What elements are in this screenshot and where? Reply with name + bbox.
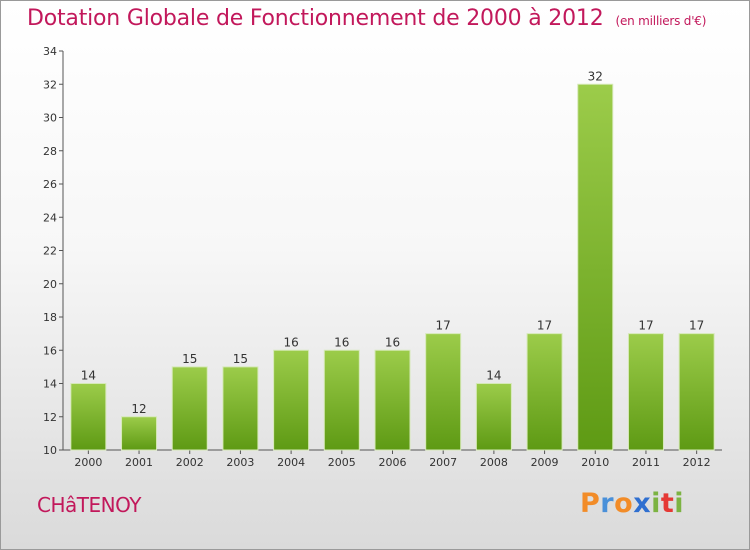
x-tick-label: 2003 bbox=[226, 456, 254, 469]
x-tick-label: 2002 bbox=[176, 456, 204, 469]
x-tick-label: 2011 bbox=[632, 456, 660, 469]
chart-title: Dotation Globale de Fonctionnement de 20… bbox=[27, 6, 706, 31]
y-tick-label: 24 bbox=[43, 211, 57, 224]
logo-letter: P bbox=[580, 488, 601, 519]
bar bbox=[678, 333, 715, 451]
bar bbox=[425, 333, 462, 451]
y-tick-label: 22 bbox=[43, 245, 57, 258]
y-tick-label: 16 bbox=[43, 344, 57, 357]
bar bbox=[526, 333, 563, 451]
bar-value-label: 15 bbox=[233, 352, 248, 366]
y-tick-label: 18 bbox=[43, 311, 57, 324]
x-tick-label: 2004 bbox=[277, 456, 305, 469]
bar-value-label: 16 bbox=[334, 335, 349, 349]
bar-value-label: 14 bbox=[486, 369, 501, 383]
y-tick-label: 32 bbox=[43, 78, 57, 91]
bar-value-label: 16 bbox=[385, 335, 400, 349]
y-tick-label: 10 bbox=[43, 444, 57, 457]
y-tick-label: 12 bbox=[43, 411, 57, 424]
bar bbox=[121, 416, 158, 451]
x-tick-label: 2000 bbox=[74, 456, 102, 469]
chart-title-text: Dotation Globale de Fonctionnement de 20… bbox=[27, 6, 604, 31]
logo-letter: o bbox=[614, 488, 634, 519]
x-tick-label: 2010 bbox=[581, 456, 609, 469]
bar-value-label: 17 bbox=[436, 319, 451, 333]
y-tick-label: 20 bbox=[43, 278, 57, 291]
bar bbox=[171, 366, 208, 451]
x-tick-label: 2005 bbox=[328, 456, 356, 469]
y-tick-label: 26 bbox=[43, 178, 57, 191]
logo-letter: t bbox=[660, 488, 675, 519]
y-tick-label: 34 bbox=[43, 45, 57, 58]
bars bbox=[70, 83, 715, 451]
bar bbox=[222, 366, 259, 451]
logo-letter: x bbox=[633, 488, 652, 519]
bar bbox=[627, 333, 664, 451]
bar-value-label: 17 bbox=[638, 319, 653, 333]
bar bbox=[577, 83, 614, 451]
logo-letter: r bbox=[600, 488, 615, 519]
x-tick-label: 2007 bbox=[429, 456, 457, 469]
bar bbox=[374, 349, 411, 451]
x-tick-label: 2006 bbox=[379, 456, 407, 469]
x-tick-label: 2001 bbox=[125, 456, 153, 469]
proxiti-logo: Proxiti bbox=[580, 488, 684, 519]
y-tick-label: 28 bbox=[43, 145, 57, 158]
x-tick-label: 2008 bbox=[480, 456, 508, 469]
bar-value-label: 17 bbox=[537, 319, 552, 333]
chart-subtitle: (en milliers d'€) bbox=[615, 14, 707, 28]
data-labels: 14 12 15 15 16 16 16 17 14 17 32 17 17 bbox=[81, 69, 705, 416]
city-name: CHâTENOY bbox=[37, 493, 141, 517]
bar bbox=[323, 349, 360, 451]
bar bbox=[70, 383, 107, 451]
x-tick-label: 2012 bbox=[683, 456, 711, 469]
logo-letter: i bbox=[674, 488, 685, 519]
bar-value-label: 15 bbox=[182, 352, 197, 366]
y-tick-label: 30 bbox=[43, 112, 57, 125]
x-tick-label: 2009 bbox=[531, 456, 559, 469]
y-tick-label: 14 bbox=[43, 378, 57, 391]
bar-value-label: 14 bbox=[81, 369, 96, 383]
bar-value-label: 12 bbox=[131, 402, 146, 416]
bar bbox=[273, 349, 310, 451]
logo-letter: i bbox=[651, 488, 661, 519]
bar-value-label: 32 bbox=[588, 69, 603, 83]
bar-value-label: 16 bbox=[283, 335, 298, 349]
bar bbox=[475, 383, 512, 451]
bar-value-label: 17 bbox=[689, 319, 704, 333]
